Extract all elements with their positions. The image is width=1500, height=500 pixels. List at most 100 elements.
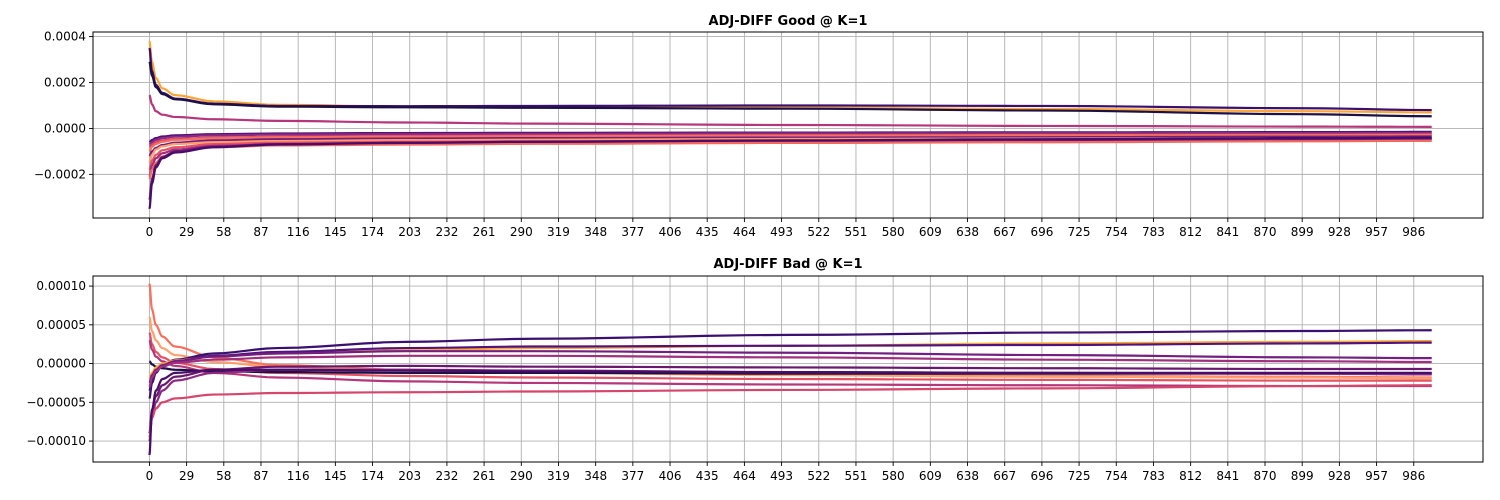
x-tick-label: 522 (807, 225, 830, 239)
y-tick-label: 0.00010 (36, 279, 86, 293)
x-tick-label: 232 (435, 469, 458, 483)
x-tick-label: 348 (584, 469, 607, 483)
x-tick-label: 725 (1068, 225, 1091, 239)
x-tick-label: 783 (1142, 469, 1165, 483)
x-tick-label: 261 (473, 469, 496, 483)
x-tick-label: 754 (1105, 225, 1128, 239)
x-tick-label: 986 (1402, 469, 1425, 483)
bad-panel: ADJ-DIFF Bad @ K=1 −0.00010 −0.00005 0.000… (26, 257, 1484, 483)
x-tick-label: 145 (324, 225, 347, 239)
grid-good (93, 32, 1483, 218)
x-tick-label: 725 (1068, 469, 1091, 483)
x-tick-label: 0 (146, 469, 154, 483)
x-tick-label: 464 (733, 469, 756, 483)
chart-title-good: ADJ-DIFF Good @ K=1 (709, 14, 868, 29)
x-tick-label: 986 (1402, 225, 1425, 239)
series-line-bad-9 (148, 354, 1432, 388)
x-tick-label: 29 (179, 469, 194, 483)
series-line-good-0 (148, 40, 1432, 114)
x-tick-label: 551 (845, 225, 868, 239)
x-tick-label: 232 (435, 225, 458, 239)
series-line-bad-12 (148, 384, 1432, 438)
x-tick-label: 638 (956, 225, 979, 239)
x-axis-bad: 0 29 58 87 116 145 174 203 232 261 290 319 348 377 406… (146, 462, 1425, 483)
x-tick-label: 783 (1142, 225, 1165, 239)
x-tick-label: 696 (1030, 469, 1053, 483)
x-tick-label: 551 (845, 469, 868, 483)
x-tick-label: 696 (1030, 225, 1053, 239)
series-line-good-5 (148, 131, 1432, 146)
x-tick-label: 841 (1216, 225, 1239, 239)
x-tick-label: 841 (1216, 469, 1239, 483)
x-tick-label: 638 (956, 469, 979, 483)
series-line-good-7 (148, 133, 1432, 153)
series-line-bad-10 (148, 364, 1432, 434)
x-tick-label: 348 (584, 225, 607, 239)
x-tick-label: 58 (216, 225, 231, 239)
series-line-bad-13 (148, 368, 1432, 456)
x-tick-label: 580 (882, 469, 905, 483)
x-tick-label: 493 (770, 469, 793, 483)
x-tick-label: 174 (361, 469, 384, 483)
x-tick-label: 928 (1328, 225, 1351, 239)
x-tick-label: 58 (216, 469, 231, 483)
series-line-good-3 (148, 94, 1432, 128)
x-tick-label: 667 (993, 469, 1016, 483)
x-tick-label: 957 (1365, 225, 1388, 239)
series-line-good-8 (148, 135, 1432, 157)
x-tick-label: 87 (253, 225, 268, 239)
series-lines-bad (148, 283, 1432, 456)
series-line-good-14 (148, 136, 1432, 210)
x-tick-label: 580 (882, 225, 905, 239)
x-tick-label: 377 (621, 225, 644, 239)
x-tick-label: 319 (547, 469, 570, 483)
y-tick-label: 0.0004 (44, 30, 86, 44)
y-tick-label: −0.0002 (34, 167, 86, 181)
x-tick-label: 145 (324, 469, 347, 483)
x-tick-label: 870 (1254, 469, 1277, 483)
x-tick-label: 899 (1291, 469, 1314, 483)
x-tick-label: 754 (1105, 469, 1128, 483)
series-line-bad-8 (148, 350, 1432, 384)
x-tick-label: 203 (398, 469, 421, 483)
axes-frame-bad (92, 275, 1484, 463)
x-tick-label: 957 (1365, 469, 1388, 483)
x-tick-label: 203 (398, 225, 421, 239)
x-tick-label: 290 (510, 469, 533, 483)
y-axis-bad: −0.00010 −0.00005 0.00000 0.00005 0.00010 (26, 279, 93, 448)
series-lines-good (148, 40, 1432, 210)
x-tick-label: 667 (993, 225, 1016, 239)
y-axis-good: −0.0002 0.0000 0.0002 0.0004 (34, 30, 93, 181)
grid-bad (93, 276, 1483, 462)
y-tick-label: −0.00005 (26, 395, 86, 409)
x-tick-label: 870 (1254, 225, 1277, 239)
series-line-good-2 (148, 61, 1432, 118)
x-tick-label: 435 (696, 469, 719, 483)
x-tick-label: 493 (770, 225, 793, 239)
x-axis-good: 0 29 58 87 116 145 174 203 232 261 290 319 348 377 406… (146, 218, 1425, 239)
axes-frame-good (92, 31, 1484, 219)
x-tick-label: 116 (287, 225, 310, 239)
x-tick-label: 609 (919, 225, 942, 239)
x-tick-label: 377 (621, 469, 644, 483)
x-tick-label: 464 (733, 225, 756, 239)
chart-title-bad: ADJ-DIFF Bad @ K=1 (713, 257, 862, 272)
y-tick-label: 0.0002 (44, 76, 86, 90)
y-tick-label: 0.00000 (36, 357, 86, 371)
x-tick-label: 0 (146, 225, 154, 239)
x-tick-label: 290 (510, 225, 533, 239)
x-tick-label: 522 (807, 469, 830, 483)
good-panel: ADJ-DIFF Good @ K=1 −0.0002 0.0000 0.0002 0… (34, 14, 1484, 239)
x-tick-label: 174 (361, 225, 384, 239)
x-tick-label: 406 (659, 225, 682, 239)
x-tick-label: 609 (919, 469, 942, 483)
x-tick-label: 261 (473, 225, 496, 239)
x-tick-label: 435 (696, 225, 719, 239)
x-tick-label: 928 (1328, 469, 1351, 483)
x-tick-label: 812 (1179, 225, 1202, 239)
y-tick-label: 0.00005 (36, 318, 86, 332)
x-tick-label: 116 (287, 469, 310, 483)
x-tick-label: 812 (1179, 469, 1202, 483)
